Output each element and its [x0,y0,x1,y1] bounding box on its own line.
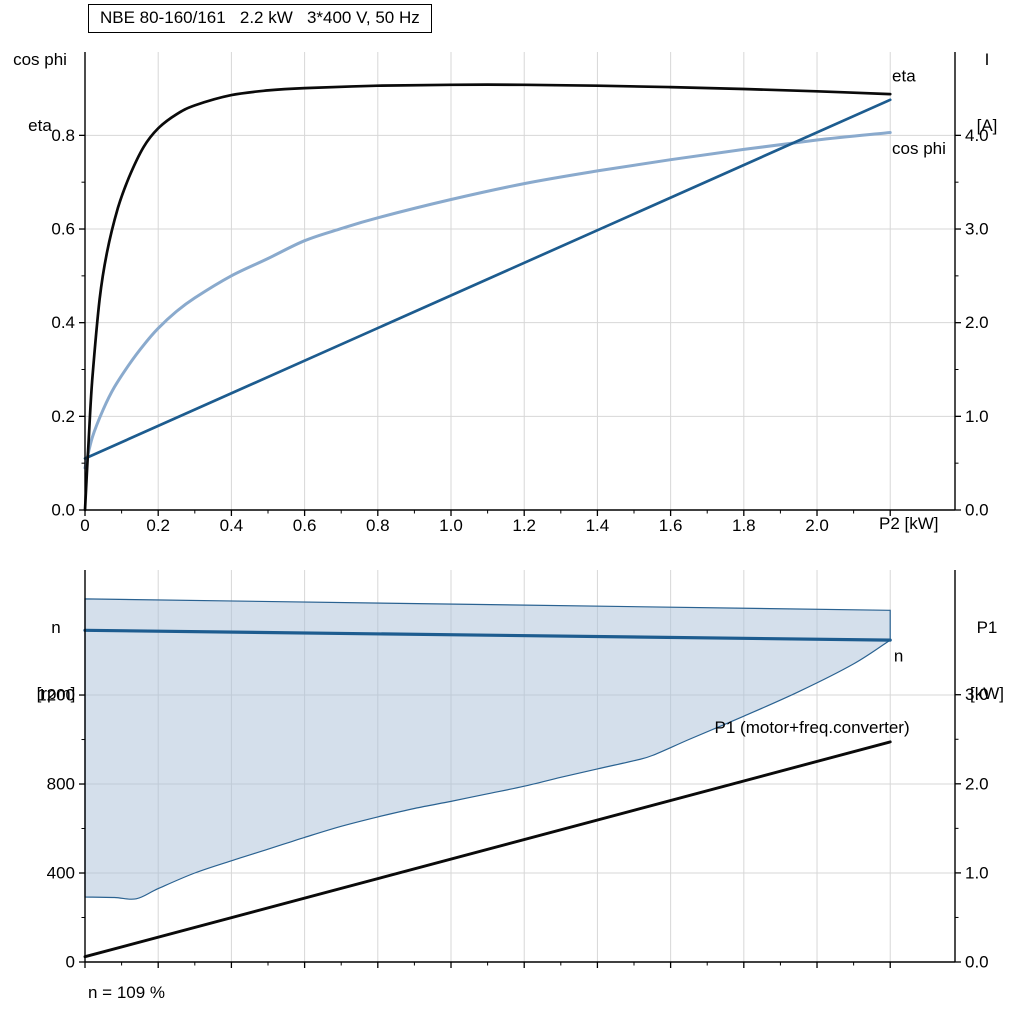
left-tick-label: 400 [47,864,75,883]
x-tick-label: 1.2 [512,516,536,535]
speed-percent-annotation: n = 109 % [88,983,166,1002]
series-label-p1: P1 (motor+freq.converter) [715,718,910,737]
current-unit-label: [A] [976,116,998,135]
series-line-eta [83,83,892,512]
p1-unit-label: [kW] [970,684,1004,703]
left-tick-label: 0.0 [51,501,75,520]
eta-axis-label: eta [28,116,52,135]
right-tick-label: 0.0 [965,953,989,972]
right-tick-label: 3.0 [965,220,989,239]
top-left-axis-title: cos phi eta [2,5,78,181]
x-tick-label: 1.4 [586,516,610,535]
x-tick-label: 0.8 [366,516,390,535]
left-tick-label: 0.2 [51,407,75,426]
p1-axis-label: P1 [976,618,998,637]
series-line-current [83,98,892,460]
series-label-n: n [894,647,903,666]
bottom-right-axis-title: P1 [kW] [952,573,1022,749]
right-tick-label: 1.0 [965,407,989,426]
x-axis-label: P2 [kW] [879,514,939,533]
x-tick-label: 1.0 [439,516,463,535]
x-tick-label: 0.2 [146,516,170,535]
chart-title-box: NBE 80-160/161 2.2 kW 3*400 V, 50 Hz [88,4,432,33]
x-tick-label: 1.6 [659,516,683,535]
right-tick-label: 2.0 [965,313,989,332]
x-tick-label: 2.0 [805,516,829,535]
x-tick-label: 1.8 [732,516,756,535]
left-tick-label: 1200 [37,686,75,705]
left-tick-label: 0.8 [51,126,75,145]
x-tick-label: 0.4 [220,516,244,535]
top-right-axis-title: I [A] [952,5,1022,181]
left-tick-label: 800 [47,775,75,794]
speed-unit-label: [rpm] [36,684,76,703]
motor-electrical-curves-group: cos phi eta 0 0.2 0.4 0.6 0.8 1.0 1.2 1.4 1.6 1.8 2.… [51,52,989,535]
series-line-cos-phi [83,131,892,470]
right-tick-label: 4.0 [965,126,989,145]
series-line-n [83,628,892,642]
series-line-p1 [83,740,892,959]
speed-axis-label: n [51,618,61,637]
x-tick-label: 0.6 [293,516,317,535]
cosphi-axis-label: cos phi [13,50,67,69]
series-label-cos-phi: cos phi [892,139,946,158]
speed-and-input-power-curves-group: n P1 (motor+freq.converter) 0 400 800 1200 0.0… [37,570,989,972]
right-tick-label: 2.0 [965,774,989,793]
right-tick-label: 3.0 [965,685,989,704]
left-tick-label: 0.6 [51,220,75,239]
x-tick-label: 0 [80,516,89,535]
left-tick-label: 0.4 [51,313,75,332]
left-tick-label: 0 [66,953,75,972]
bottom-left-axis-title: n [rpm] [18,573,94,749]
right-tick-label: 1.0 [965,863,989,882]
current-axis-label: I [984,50,990,69]
speed-range-band [84,598,891,900]
right-tick-label: 0.0 [965,501,989,520]
series-label-eta: eta [892,67,916,86]
